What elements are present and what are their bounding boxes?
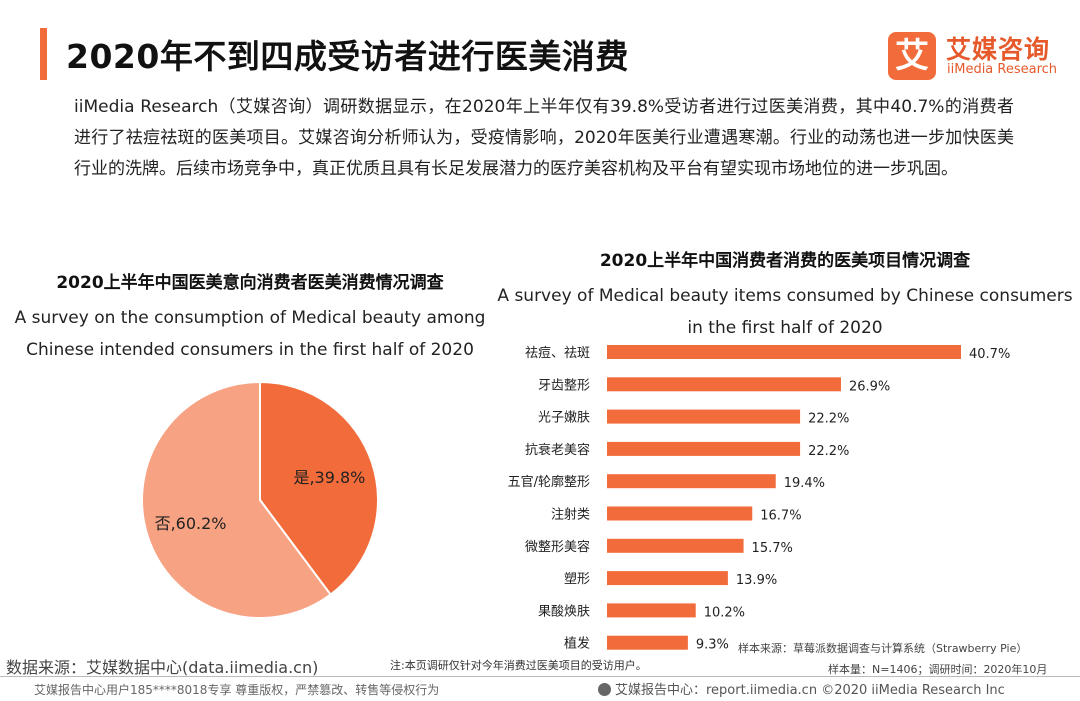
bar	[607, 409, 801, 424]
bar	[607, 474, 776, 489]
bar-category-label: 果酸焕肤	[538, 604, 590, 619]
bar-category-label: 抗衰老美容	[525, 442, 590, 458]
bar-value-label: 22.2%	[808, 444, 849, 459]
sample-size: 样本量：N=1406；调研时间：2020年10月	[828, 663, 1048, 676]
bar-category-label: 五官/轮廓整形	[508, 474, 590, 490]
page-title: 2020年不到四成受访者进行医美消费	[66, 37, 629, 76]
bar-value-label: 10.2%	[704, 605, 745, 620]
intro-paragraph: iiMedia Research（艾媒咨询）调研数据显示，在2020年上半年仅有…	[74, 97, 1014, 179]
logo-cn-text: 艾媒咨询	[946, 35, 1051, 64]
bar-category-label: 祛痘、祛斑	[525, 345, 590, 361]
bar-category-label: 植发	[564, 636, 590, 652]
pie-chart-title: 2020上半年中国医美意向消费者医美消费情况调查	[56, 273, 444, 293]
copyright-right-text: 艾媒报告中心：report.iimedia.cn ©2020 iiMedia R…	[615, 683, 1005, 698]
data-source: 数据来源：艾媒数据中心(data.iimedia.cn)	[6, 658, 319, 677]
bar-value-label: 9.3%	[696, 638, 729, 653]
bar-value-label: 26.9%	[849, 379, 890, 394]
pie-chart: 是,39.8% 否,60.2%	[141, 380, 379, 619]
pie-label-yes: 是,39.8%	[293, 468, 365, 487]
bar	[607, 377, 841, 392]
bar	[607, 441, 801, 456]
bar-value-label: 40.7%	[969, 347, 1010, 362]
bar	[607, 603, 696, 618]
bar-value-label: 13.9%	[736, 573, 777, 588]
bar-chart: 祛痘、祛斑 40.7% 牙齿整形 26.9% 光子嫩肤 22.2% 抗衰老美容 22.2% 五官…	[508, 345, 1010, 653]
iimedia-logo: 艾 艾媒咨询 iiMedia Research	[888, 32, 1068, 80]
copyright-right: 艾媒报告中心：report.iimedia.cn ©2020 iiMedia R…	[598, 679, 1005, 698]
bar	[607, 345, 961, 359]
bar-chart-title: 2020上半年中国消费者消费的医美项目情况调查	[599, 251, 971, 271]
pie-slice-yes	[259, 380, 379, 596]
bar-category-label: 塑形	[564, 572, 590, 587]
bar-value-label: 16.7%	[760, 509, 801, 524]
bar	[607, 538, 744, 553]
bar-category-label: 牙齿整形	[538, 378, 590, 393]
logo-mark: 艾	[888, 32, 936, 80]
title-accent-bar	[40, 28, 47, 80]
bar-chart-subtitle: A survey of Medical beauty items consume…	[497, 286, 1073, 338]
bar-category-label: 光子嫩肤	[538, 411, 590, 426]
copyright-notice: 艾媒报告中心用户185****8018专享 尊重版权，严禁篡改、转售等侵权行为	[34, 683, 440, 697]
bar-value-label: 22.2%	[808, 412, 849, 427]
bar-category-label: 微整形美容	[525, 539, 590, 555]
footer-divider	[0, 676, 1080, 677]
logo-en-text: iiMedia Research	[947, 62, 1058, 77]
pie-slice-no	[141, 380, 332, 619]
bar	[607, 506, 753, 521]
bar	[607, 635, 688, 650]
bar	[607, 571, 728, 586]
survey-note: 注:本页调研仅针对今年消费过医美项目的受访用户。	[390, 659, 647, 672]
bar-category-label: 注射类	[551, 507, 590, 523]
bar-value-label: 15.7%	[752, 541, 793, 556]
bar-value-label: 19.4%	[784, 476, 825, 491]
pie-chart-subtitle: A survey on the consumption of Medical b…	[14, 308, 486, 360]
report-icon	[598, 683, 611, 696]
pie-label-no: 否,60.2%	[155, 514, 227, 533]
sample-source: 样本来源：草莓派数据调查与计算系统（Strawberry Pie）	[738, 642, 1028, 655]
